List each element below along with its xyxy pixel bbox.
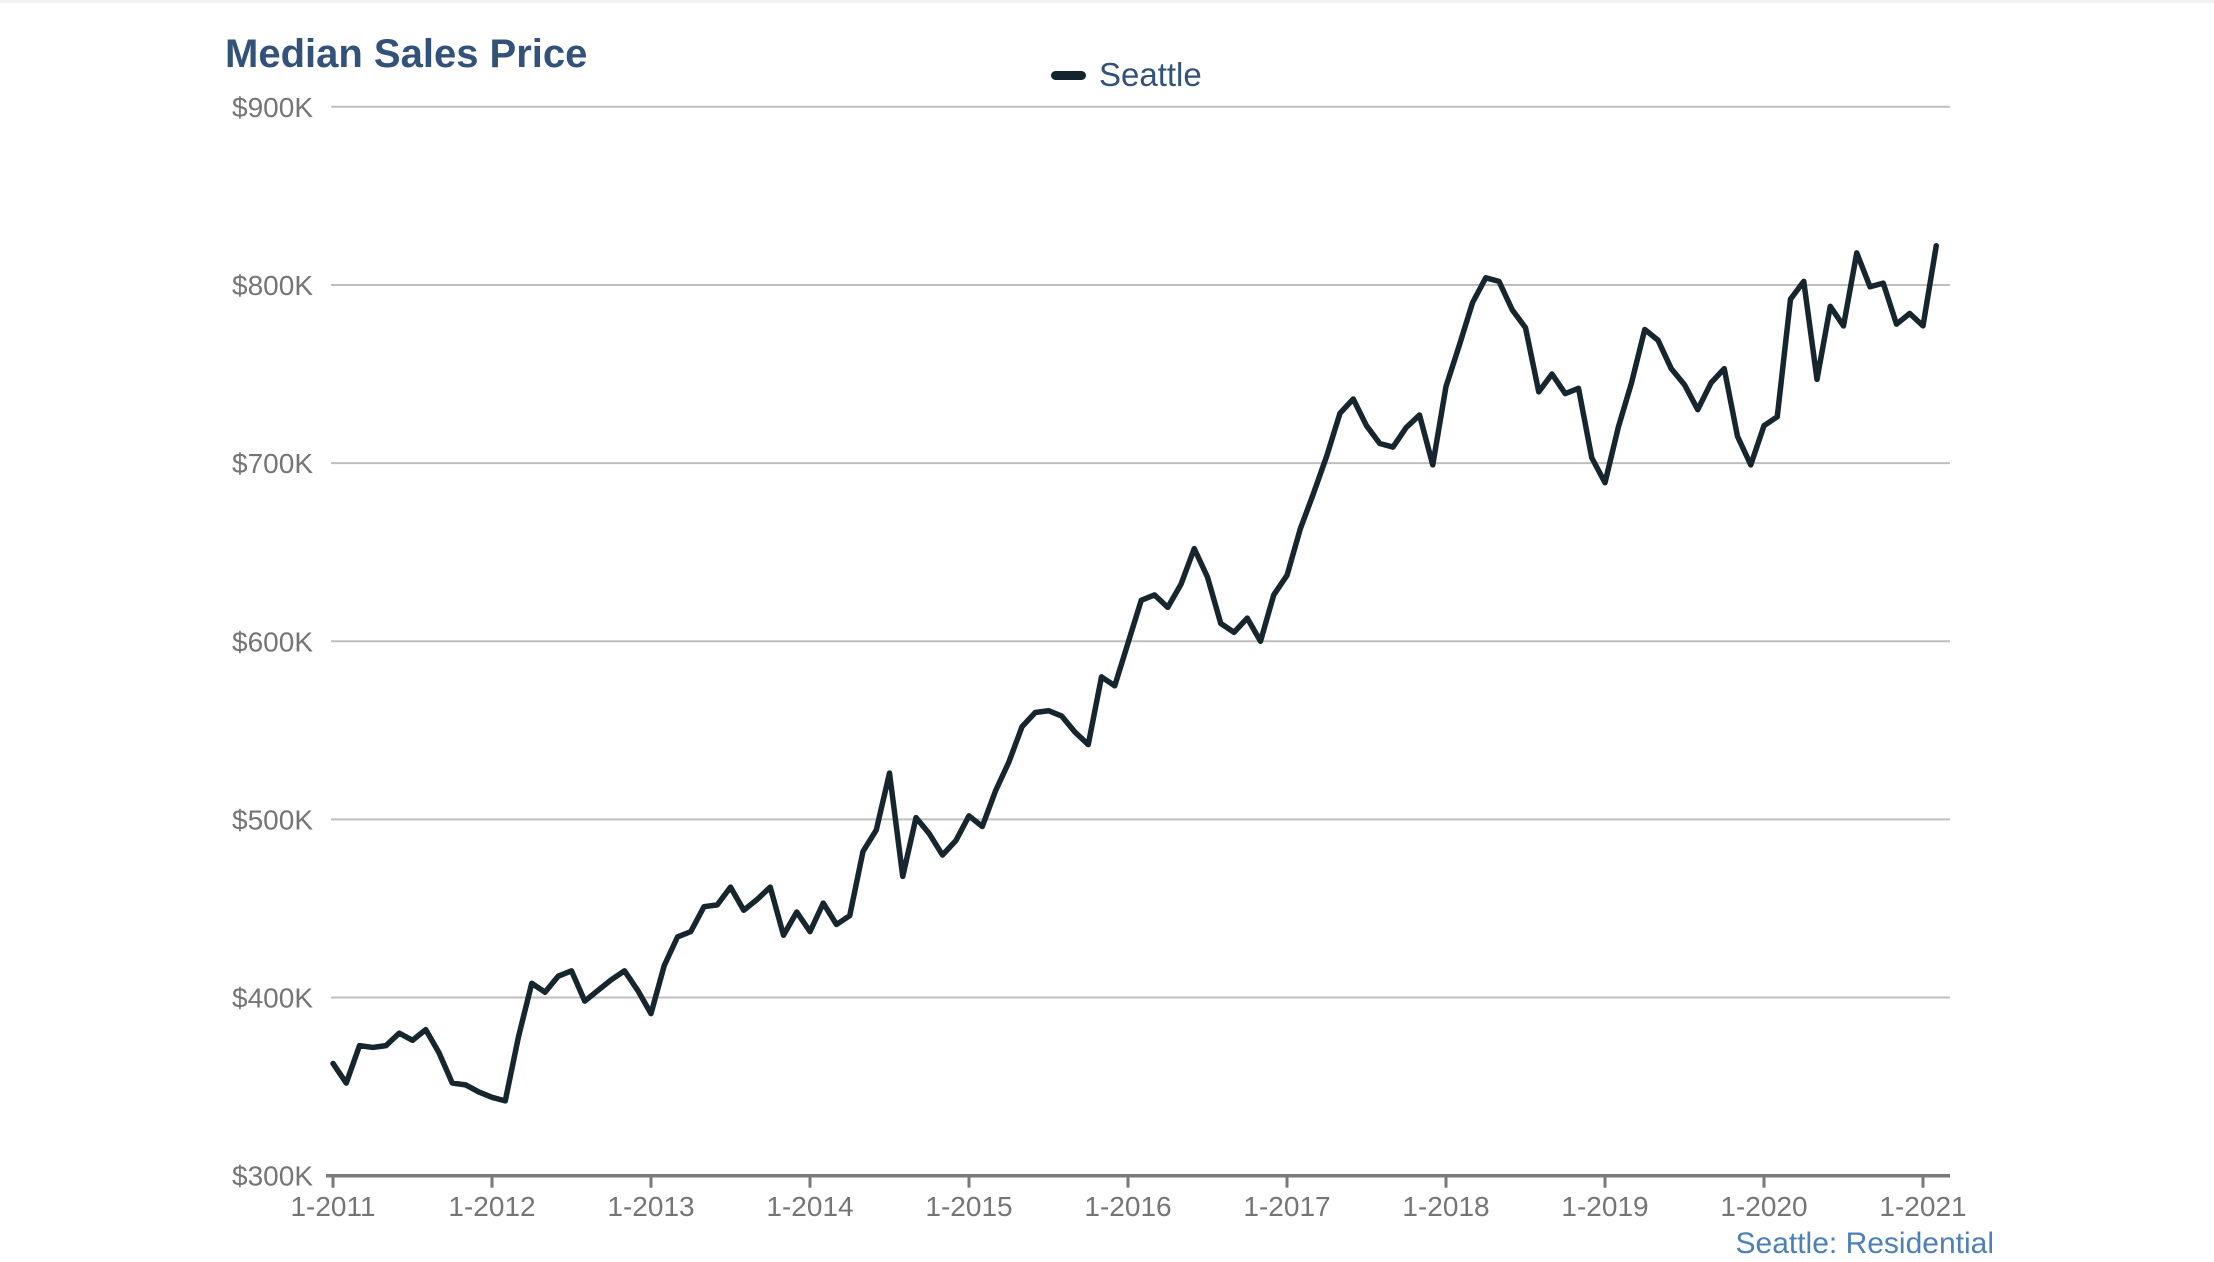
series-group [330,243,1939,1104]
x-axis-labels-group: 1-2011 1-2012 1-2013 1-2014 1-2015 1-2016 1-20… [290,1191,1966,1222]
y-axis-labels-group: $900K $800K $700K $600K $500K $400K $300K [232,92,313,1192]
chart-title: Median Sales Price [225,31,588,76]
x-tick-label-1-2017: 1-2017 [1243,1191,1330,1222]
gridlines-group [331,105,1950,999]
y-tick-label-700k: $700K [232,448,313,479]
x-tick-label-1-2013: 1-2013 [607,1191,694,1222]
x-tick-label-1-2014: 1-2014 [766,1191,853,1222]
y-tick-label-300k: $300K [232,1161,313,1192]
x-tick-label-1-2016: 1-2016 [1084,1191,1171,1222]
y-tick-label-500k: $500K [232,804,313,835]
x-tick-label-1-2015: 1-2015 [925,1191,1012,1222]
legend-swatch-seattle [1051,70,1086,80]
x-tick-label-1-2018: 1-2018 [1402,1191,1489,1222]
top-border-line [0,0,2214,3]
y-tick-label-600k: $600K [232,626,313,657]
y-tick-label-900k: $900K [232,92,313,123]
source-note: Seattle: Residential [1735,1227,1995,1260]
legend-label-seattle: Seattle [1099,56,1202,93]
seattle-price-line [330,243,1939,1104]
x-tick-label-1-2012: 1-2012 [448,1191,535,1222]
y-tick-label-400k: $400K [232,983,313,1014]
y-tick-label-800k: $800K [232,270,313,301]
x-axis-group [326,1173,1950,1188]
x-tick-label-1-2011: 1-2011 [290,1191,375,1222]
legend: Seattle [1051,56,1202,93]
x-tick-label-1-2021: 1-2021 [1879,1191,1966,1222]
x-tick-label-1-2020: 1-2020 [1720,1191,1807,1222]
x-tick-label-1-2019: 1-2019 [1561,1191,1648,1222]
